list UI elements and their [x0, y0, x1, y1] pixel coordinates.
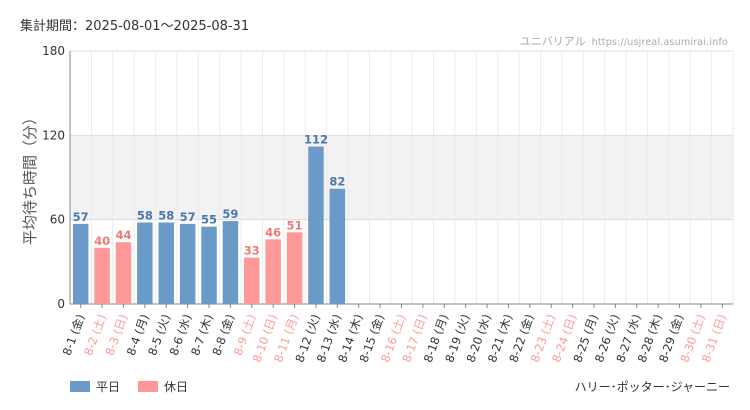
legend-swatch-holiday [138, 381, 159, 392]
site-url: https://usjreal.asumirai.info [591, 37, 728, 48]
site-name: ユニバリアル [519, 35, 586, 48]
bar-value-label: 59 [222, 207, 238, 221]
site-credit: ユニバリアル https://usjreal.asumirai.info [520, 33, 728, 49]
bar-value-label: 58 [158, 208, 174, 222]
plot-band [70, 135, 733, 220]
legend-label-holiday: 休日 [164, 380, 189, 394]
bar-value-label: 44 [115, 228, 131, 242]
bar-value-label: 82 [329, 175, 345, 189]
bar [72, 223, 89, 304]
y-tick-label: 180 [42, 44, 65, 58]
legend-label-weekday: 平日 [96, 380, 121, 394]
attraction-name: ハリー･ポッター･ジャーニー [574, 380, 730, 394]
bar [286, 232, 303, 304]
bar-value-label: 57 [180, 210, 196, 224]
bar-value-label: 46 [265, 225, 281, 239]
bar [115, 242, 132, 304]
bar [222, 221, 239, 304]
bar [94, 247, 110, 304]
bar [244, 257, 260, 304]
collection-period: 集計期間：2025-08-01〜2025-08-31 [20, 19, 250, 34]
legend-item-weekday[interactable]: 平日 [70, 378, 120, 395]
bar-value-label: 33 [244, 244, 260, 258]
y-tick-label: 120 [42, 128, 65, 142]
bar [201, 226, 217, 304]
bar [329, 188, 346, 304]
bar-value-label: 58 [137, 208, 153, 222]
y-tick-label: 60 [50, 213, 65, 227]
legend-swatch-weekday [70, 381, 90, 392]
legend-item-holiday[interactable]: 休日 [138, 378, 188, 395]
y-axis-title: 平均待ち時間（分） [21, 110, 39, 245]
bar-value-label: 40 [94, 234, 110, 248]
bar-value-label: 57 [73, 210, 89, 224]
bar [179, 223, 196, 304]
bar-value-label: 55 [201, 213, 217, 227]
bar [308, 146, 324, 304]
bar [137, 222, 153, 304]
y-tick-label: 0 [57, 297, 65, 311]
bar [265, 239, 281, 304]
bar-value-label: 51 [287, 218, 303, 232]
bar [158, 222, 174, 304]
bar-value-label: 112 [304, 133, 328, 147]
legend: 平日 休日 [70, 378, 206, 395]
